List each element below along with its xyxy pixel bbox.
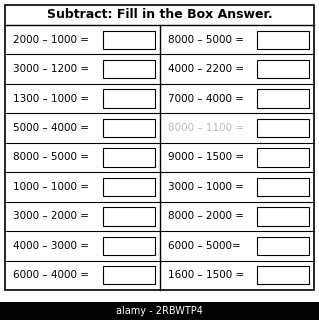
Text: 1600 – 1500 =: 1600 – 1500 = xyxy=(167,270,244,280)
Bar xyxy=(5,5,314,290)
Text: 3000 – 1200 =: 3000 – 1200 = xyxy=(13,64,89,74)
Text: 8000 – 5000 =: 8000 – 5000 = xyxy=(13,153,89,163)
Text: 1000 – 1000 =: 1000 – 1000 = xyxy=(13,182,89,192)
Bar xyxy=(0,302,319,320)
Bar xyxy=(257,119,309,137)
Text: 1300 – 1000 =: 1300 – 1000 = xyxy=(13,94,89,104)
Bar xyxy=(102,90,154,108)
Bar xyxy=(257,31,309,49)
Bar xyxy=(257,60,309,78)
Bar xyxy=(257,178,309,196)
Bar xyxy=(102,119,154,137)
Bar xyxy=(257,266,309,284)
Bar xyxy=(102,207,154,226)
Text: 5000 – 4000 =: 5000 – 4000 = xyxy=(13,123,89,133)
Text: 7000 – 4000 =: 7000 – 4000 = xyxy=(167,94,243,104)
Text: 4000 – 2200 =: 4000 – 2200 = xyxy=(167,64,244,74)
Bar xyxy=(257,237,309,255)
Bar xyxy=(257,90,309,108)
Text: alamy - 2RBWTP4: alamy - 2RBWTP4 xyxy=(116,306,203,316)
Text: 9000 – 1500 =: 9000 – 1500 = xyxy=(167,153,244,163)
Bar xyxy=(102,148,154,167)
Bar xyxy=(102,60,154,78)
Text: 6000 – 4000 =: 6000 – 4000 = xyxy=(13,270,89,280)
Text: 8000 – 5000 =: 8000 – 5000 = xyxy=(167,35,243,45)
Text: 4000 – 3000 =: 4000 – 3000 = xyxy=(13,241,89,251)
Text: Subtract: Fill in the Box Answer.: Subtract: Fill in the Box Answer. xyxy=(47,9,272,21)
Text: 8000 – 1100 =: 8000 – 1100 = xyxy=(167,123,244,133)
Text: 8000 – 2000 =: 8000 – 2000 = xyxy=(167,212,243,221)
Bar xyxy=(102,237,154,255)
Text: 3000 – 1000 =: 3000 – 1000 = xyxy=(167,182,243,192)
Bar xyxy=(257,207,309,226)
Bar xyxy=(102,266,154,284)
Bar xyxy=(102,178,154,196)
Text: 2000 – 1000 =: 2000 – 1000 = xyxy=(13,35,89,45)
Text: 3000 – 2000 =: 3000 – 2000 = xyxy=(13,212,89,221)
Bar xyxy=(102,31,154,49)
Text: 6000 – 5000=: 6000 – 5000= xyxy=(167,241,240,251)
Bar xyxy=(257,148,309,167)
